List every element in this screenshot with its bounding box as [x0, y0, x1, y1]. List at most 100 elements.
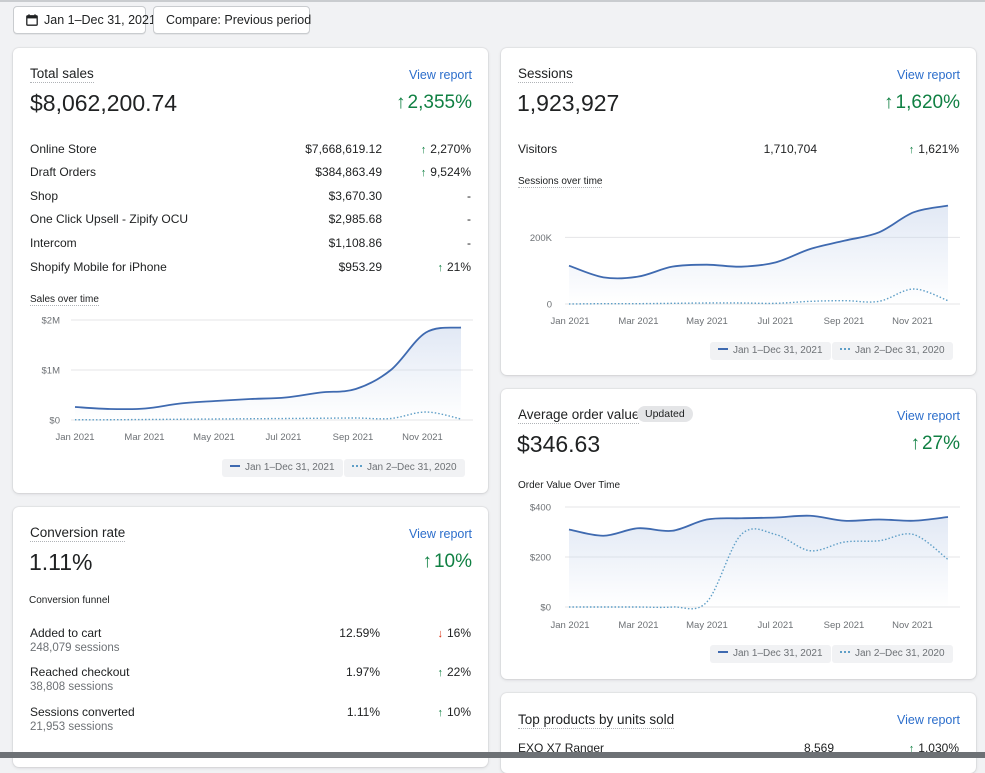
updated-badge: Updated [637, 406, 693, 422]
legend-dotted-swatch-icon [840, 651, 850, 653]
sales-row-change-value: 21% [446, 260, 471, 274]
sales-row-change-value: 2,270% [430, 142, 471, 156]
top-products-title: Top products by units sold [518, 712, 675, 729]
up-arrow-icon: ↑ [908, 144, 915, 156]
sessions-view-report-link[interactable]: View report [897, 68, 960, 82]
sales-row-change: ↑ 2,270% [421, 142, 471, 156]
x-tick-label: May 2021 [686, 620, 728, 631]
funnel-row-change: ↑ 22% [437, 665, 471, 679]
average-order-value-card: Average order value Updated View report … [501, 389, 976, 679]
x-tick-label: Sep 2021 [824, 316, 865, 327]
top-products-view-report-link[interactable]: View report [897, 713, 960, 727]
product-row-label[interactable]: EXO X7 Ranger [518, 741, 605, 755]
sales-row-label: One Click Upsell - Zipify OCU [30, 212, 189, 226]
series-area-current [569, 205, 948, 304]
legend-previous-label: Jan 2–Dec 31, 2020 [855, 648, 945, 659]
sales-row-label: Draft Orders [30, 165, 97, 179]
total-sales-card: Total sales View report $8,062,200.74 ↑ 2… [13, 48, 488, 493]
legend-current-label: Jan 1–Dec 31, 2021 [733, 648, 823, 659]
sessions-value: 1,923,927 [517, 90, 620, 116]
sales-row-change: - [467, 189, 471, 203]
series-line-current [74, 326, 462, 411]
x-tick-label: Jan 2021 [550, 620, 589, 631]
x-tick-label: Mar 2021 [618, 620, 658, 631]
sessions-change: ↑ 1,620% [884, 92, 960, 114]
date-range-label: Jan 1–Dec 31, 2021 [44, 13, 156, 27]
total-sales-change: ↑ 2,355% [396, 92, 472, 114]
product-row-value: 8,569 [803, 741, 834, 755]
up-arrow-icon: ↑ [437, 667, 443, 679]
series-line-previous [568, 288, 949, 305]
y-tick-label: $2M [42, 316, 61, 327]
legend-current-label: Jan 1–Dec 31, 2021 [733, 345, 823, 356]
total-sales-value: $8,062,200.74 [30, 90, 178, 116]
sessions-card: Sessions View report 1,923,927 ↑ 1,620% V… [501, 48, 976, 375]
x-tick-label: May 2021 [686, 316, 728, 327]
sales-chart-label: Sales over time [30, 294, 99, 306]
sales-row-label: Intercom [30, 236, 77, 250]
legend-current-label: Jan 1–Dec 31, 2021 [245, 462, 335, 473]
x-tick-label: Sep 2021 [333, 432, 374, 443]
x-tick-label: May 2021 [193, 432, 235, 443]
series-area-current [569, 515, 948, 607]
aov-view-report-link[interactable]: View report [897, 409, 960, 423]
conversion-rate-card: Conversion rate View report 1.11% ↑ 10% C… [13, 507, 488, 767]
x-tick-label: Jul 2021 [266, 432, 302, 443]
conversion-change: ↑ 10% [422, 551, 472, 573]
sessions-title: Sessions [518, 66, 573, 83]
total-sales-view-report-link[interactable]: View report [409, 68, 472, 82]
sales-row-label: Shop [30, 189, 59, 203]
legend-solid-swatch-icon [718, 348, 728, 350]
calendar-icon [26, 14, 38, 26]
x-tick-label: Sep 2021 [824, 620, 865, 631]
y-tick-label: $0 [49, 416, 60, 427]
top-border [0, 0, 985, 2]
visitors-change: ↑ 1,621% [909, 142, 959, 156]
sales-row-value: $953.29 [338, 260, 382, 274]
funnel-row-sessions: 38,808 sessions [30, 681, 114, 693]
x-tick-label: Jan 2021 [550, 316, 589, 327]
product-row-change: ↑ 1,030% [909, 741, 959, 755]
sales-row-label: Shopify Mobile for iPhone [30, 260, 167, 274]
series-line-previous [74, 411, 462, 421]
visitors-label: Visitors [518, 142, 558, 156]
date-range-button[interactable]: Jan 1–Dec 31, 2021 [13, 6, 156, 34]
funnel-row-change: ↓ 16% [437, 626, 471, 640]
sessions-change-value: 1,620% [895, 92, 960, 113]
legend-previous-label: Jan 2–Dec 31, 2020 [855, 345, 945, 356]
product-row-change-value: 1,030% [918, 741, 959, 755]
chart-legend-current[interactable]: Jan 1–Dec 31, 2021 [222, 459, 343, 477]
x-tick-label: Jul 2021 [758, 316, 794, 327]
series-area-current [75, 327, 461, 420]
x-tick-label: Nov 2021 [892, 620, 933, 631]
y-tick-label: $0 [540, 603, 551, 614]
chart-legend-previous[interactable]: Jan 2–Dec 31, 2020 [832, 645, 953, 663]
sales-row-value: $7,668,619.12 [305, 142, 382, 156]
sales-row-change-value: 9,524% [430, 165, 471, 179]
funnel-label: Conversion funnel [29, 595, 110, 606]
chart-legend-current[interactable]: Jan 1–Dec 31, 2021 [710, 342, 831, 360]
total-sales-change-value: 2,355% [407, 92, 472, 113]
sales-row-change: - [467, 236, 471, 250]
chart-legend-previous[interactable]: Jan 2–Dec 31, 2020 [832, 342, 953, 360]
chart-legend-previous[interactable]: Jan 2–Dec 31, 2020 [344, 459, 465, 477]
chart-legend-current[interactable]: Jan 1–Dec 31, 2021 [710, 645, 831, 663]
conversion-view-report-link[interactable]: View report [409, 527, 472, 541]
visitors-change-value: 1,621% [918, 142, 959, 156]
sales-row-value: $2,985.68 [328, 212, 382, 226]
aov-chart-label: Order Value Over Time [518, 480, 621, 491]
y-tick-label: $200 [530, 553, 551, 564]
funnel-row-value: 1.11% [346, 705, 380, 719]
sales-row-value: $1,108.86 [328, 236, 382, 250]
compare-label: Compare: Previous period [166, 13, 312, 27]
up-arrow-icon: ↑ [437, 262, 443, 274]
sales-row-label: Online Store [30, 142, 97, 156]
sales-row-value: $384,863.49 [315, 165, 382, 179]
compare-button[interactable]: Compare: Previous period [153, 6, 312, 34]
funnel-row-label: Added to cart [30, 626, 102, 640]
up-arrow-icon: ↑ [884, 92, 894, 113]
up-arrow-icon: ↑ [396, 92, 406, 113]
up-arrow-icon: ↑ [908, 743, 915, 755]
up-arrow-icon: ↑ [422, 551, 432, 572]
total-sales-title: Total sales [30, 66, 94, 83]
